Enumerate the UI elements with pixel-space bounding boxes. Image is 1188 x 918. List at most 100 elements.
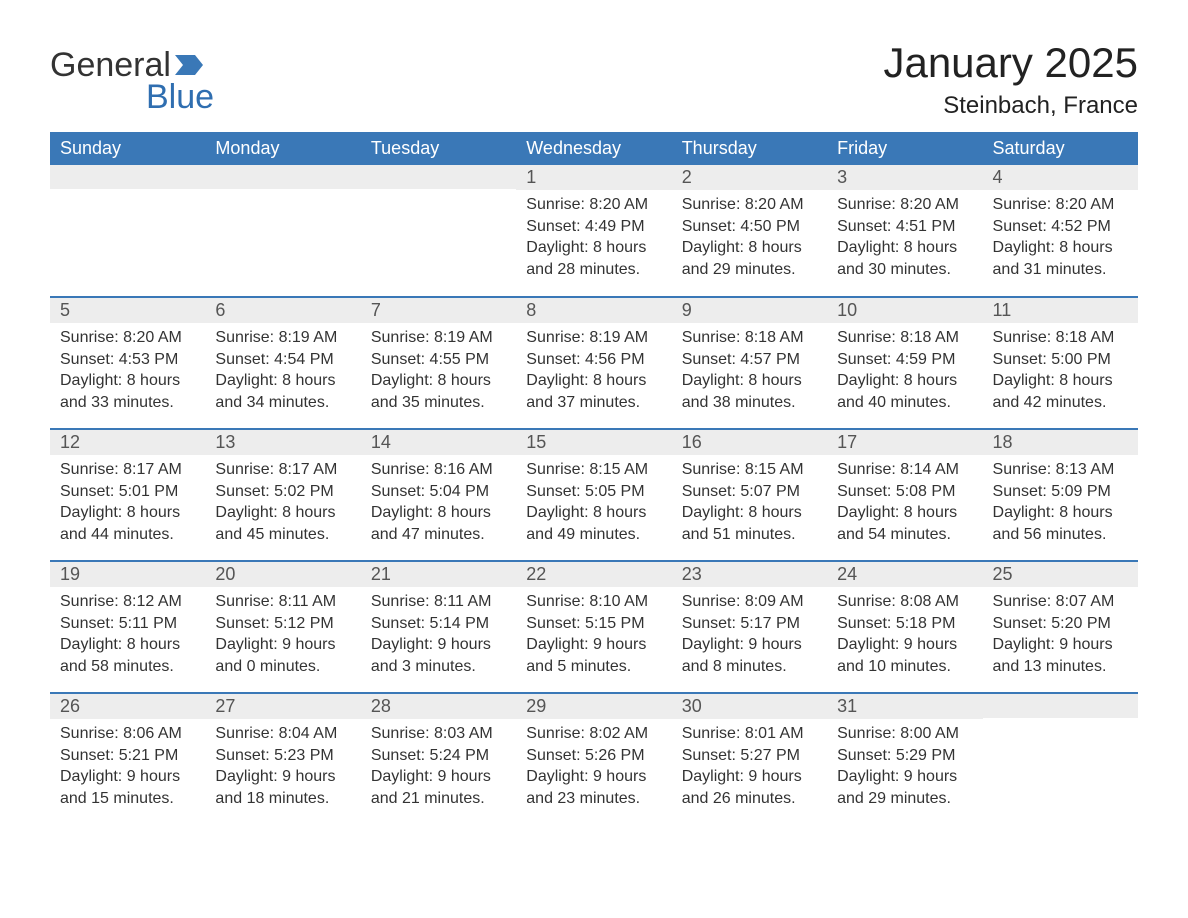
sunrise-text: Sunrise: 8:20 AM — [60, 327, 195, 349]
calendar-day-cell: 19Sunrise: 8:12 AMSunset: 5:11 PMDayligh… — [50, 561, 205, 693]
daylight-line2: and 31 minutes. — [993, 259, 1128, 281]
sunrise-text: Sunrise: 8:14 AM — [837, 459, 972, 481]
daylight-line1: Daylight: 9 hours — [682, 766, 817, 788]
day-content: Sunrise: 8:13 AMSunset: 5:09 PMDaylight:… — [983, 455, 1138, 555]
daylight-line2: and 28 minutes. — [526, 259, 661, 281]
sunrise-text: Sunrise: 8:08 AM — [837, 591, 972, 613]
sunrise-text: Sunrise: 8:03 AM — [371, 723, 506, 745]
day-content: Sunrise: 8:20 AMSunset: 4:49 PMDaylight:… — [516, 190, 671, 290]
sunset-text: Sunset: 5:00 PM — [993, 349, 1128, 371]
day-content — [983, 718, 1138, 732]
daylight-line1: Daylight: 8 hours — [60, 370, 195, 392]
day-number: 3 — [827, 165, 982, 190]
daylight-line2: and 33 minutes. — [60, 392, 195, 414]
day-content: Sunrise: 8:14 AMSunset: 5:08 PMDaylight:… — [827, 455, 982, 555]
calendar-day-cell: 5Sunrise: 8:20 AMSunset: 4:53 PMDaylight… — [50, 297, 205, 429]
daylight-line2: and 51 minutes. — [682, 524, 817, 546]
weekday-header: Sunday — [50, 132, 205, 165]
sunset-text: Sunset: 5:07 PM — [682, 481, 817, 503]
day-content: Sunrise: 8:04 AMSunset: 5:23 PMDaylight:… — [205, 719, 360, 819]
daylight-line2: and 40 minutes. — [837, 392, 972, 414]
daylight-line1: Daylight: 8 hours — [993, 502, 1128, 524]
day-content: Sunrise: 8:18 AMSunset: 4:59 PMDaylight:… — [827, 323, 982, 423]
daylight-line2: and 10 minutes. — [837, 656, 972, 678]
day-number: 26 — [50, 694, 205, 719]
calendar-day-cell: 7Sunrise: 8:19 AMSunset: 4:55 PMDaylight… — [361, 297, 516, 429]
sunrise-text: Sunrise: 8:04 AM — [215, 723, 350, 745]
sunrise-text: Sunrise: 8:19 AM — [371, 327, 506, 349]
sunrise-text: Sunrise: 8:20 AM — [526, 194, 661, 216]
calendar-day-cell — [361, 165, 516, 297]
sunrise-text: Sunrise: 8:11 AM — [371, 591, 506, 613]
sunset-text: Sunset: 4:50 PM — [682, 216, 817, 238]
day-content: Sunrise: 8:12 AMSunset: 5:11 PMDaylight:… — [50, 587, 205, 687]
day-content: Sunrise: 8:07 AMSunset: 5:20 PMDaylight:… — [983, 587, 1138, 687]
calendar-day-cell: 29Sunrise: 8:02 AMSunset: 5:26 PMDayligh… — [516, 693, 671, 825]
sunset-text: Sunset: 4:51 PM — [837, 216, 972, 238]
sunset-text: Sunset: 5:26 PM — [526, 745, 661, 767]
calendar-header: Sunday Monday Tuesday Wednesday Thursday… — [50, 132, 1138, 165]
sunset-text: Sunset: 5:24 PM — [371, 745, 506, 767]
sunset-text: Sunset: 5:23 PM — [215, 745, 350, 767]
daylight-line2: and 0 minutes. — [215, 656, 350, 678]
calendar-day-cell: 13Sunrise: 8:17 AMSunset: 5:02 PMDayligh… — [205, 429, 360, 561]
calendar-day-cell: 16Sunrise: 8:15 AMSunset: 5:07 PMDayligh… — [672, 429, 827, 561]
sunset-text: Sunset: 4:59 PM — [837, 349, 972, 371]
daylight-line2: and 45 minutes. — [215, 524, 350, 546]
daylight-line2: and 29 minutes. — [682, 259, 817, 281]
calendar-week-row: 12Sunrise: 8:17 AMSunset: 5:01 PMDayligh… — [50, 429, 1138, 561]
daylight-line1: Daylight: 9 hours — [682, 634, 817, 656]
sunset-text: Sunset: 5:27 PM — [682, 745, 817, 767]
sunrise-text: Sunrise: 8:18 AM — [682, 327, 817, 349]
weekday-header: Saturday — [983, 132, 1138, 165]
daylight-line1: Daylight: 8 hours — [837, 370, 972, 392]
daylight-line1: Daylight: 8 hours — [526, 370, 661, 392]
calendar-day-cell: 2Sunrise: 8:20 AMSunset: 4:50 PMDaylight… — [672, 165, 827, 297]
sunrise-text: Sunrise: 8:01 AM — [682, 723, 817, 745]
calendar-day-cell: 4Sunrise: 8:20 AMSunset: 4:52 PMDaylight… — [983, 165, 1138, 297]
sunrise-text: Sunrise: 8:15 AM — [526, 459, 661, 481]
day-content: Sunrise: 8:20 AMSunset: 4:51 PMDaylight:… — [827, 190, 982, 290]
daylight-line2: and 30 minutes. — [837, 259, 972, 281]
day-content: Sunrise: 8:17 AMSunset: 5:01 PMDaylight:… — [50, 455, 205, 555]
month-title: January 2025 — [883, 40, 1138, 86]
day-content: Sunrise: 8:11 AMSunset: 5:12 PMDaylight:… — [205, 587, 360, 687]
sunset-text: Sunset: 4:49 PM — [526, 216, 661, 238]
sunrise-text: Sunrise: 8:07 AM — [993, 591, 1128, 613]
sunset-text: Sunset: 5:14 PM — [371, 613, 506, 635]
daylight-line1: Daylight: 9 hours — [215, 634, 350, 656]
sunrise-text: Sunrise: 8:13 AM — [993, 459, 1128, 481]
daylight-line1: Daylight: 9 hours — [993, 634, 1128, 656]
day-content: Sunrise: 8:00 AMSunset: 5:29 PMDaylight:… — [827, 719, 982, 819]
calendar-day-cell — [205, 165, 360, 297]
day-number — [205, 165, 360, 189]
daylight-line1: Daylight: 9 hours — [526, 634, 661, 656]
daylight-line1: Daylight: 9 hours — [60, 766, 195, 788]
sunrise-text: Sunrise: 8:15 AM — [682, 459, 817, 481]
daylight-line1: Daylight: 8 hours — [837, 502, 972, 524]
daylight-line1: Daylight: 9 hours — [215, 766, 350, 788]
logo-word1: General — [50, 48, 171, 82]
day-content — [50, 189, 205, 203]
day-number: 10 — [827, 298, 982, 323]
daylight-line1: Daylight: 8 hours — [682, 237, 817, 259]
calendar-day-cell: 31Sunrise: 8:00 AMSunset: 5:29 PMDayligh… — [827, 693, 982, 825]
calendar-week-row: 5Sunrise: 8:20 AMSunset: 4:53 PMDaylight… — [50, 297, 1138, 429]
day-content: Sunrise: 8:01 AMSunset: 5:27 PMDaylight:… — [672, 719, 827, 819]
day-content: Sunrise: 8:19 AMSunset: 4:55 PMDaylight:… — [361, 323, 516, 423]
daylight-line1: Daylight: 8 hours — [682, 502, 817, 524]
daylight-line1: Daylight: 9 hours — [371, 766, 506, 788]
calendar-day-cell: 27Sunrise: 8:04 AMSunset: 5:23 PMDayligh… — [205, 693, 360, 825]
day-number: 12 — [50, 430, 205, 455]
day-content: Sunrise: 8:10 AMSunset: 5:15 PMDaylight:… — [516, 587, 671, 687]
daylight-line1: Daylight: 8 hours — [60, 502, 195, 524]
logo-word2: Blue — [146, 82, 214, 113]
calendar-day-cell: 8Sunrise: 8:19 AMSunset: 4:56 PMDaylight… — [516, 297, 671, 429]
weekday-header: Tuesday — [361, 132, 516, 165]
sunset-text: Sunset: 4:57 PM — [682, 349, 817, 371]
day-content: Sunrise: 8:20 AMSunset: 4:50 PMDaylight:… — [672, 190, 827, 290]
calendar-week-row: 19Sunrise: 8:12 AMSunset: 5:11 PMDayligh… — [50, 561, 1138, 693]
weekday-header: Friday — [827, 132, 982, 165]
daylight-line2: and 42 minutes. — [993, 392, 1128, 414]
day-content: Sunrise: 8:16 AMSunset: 5:04 PMDaylight:… — [361, 455, 516, 555]
